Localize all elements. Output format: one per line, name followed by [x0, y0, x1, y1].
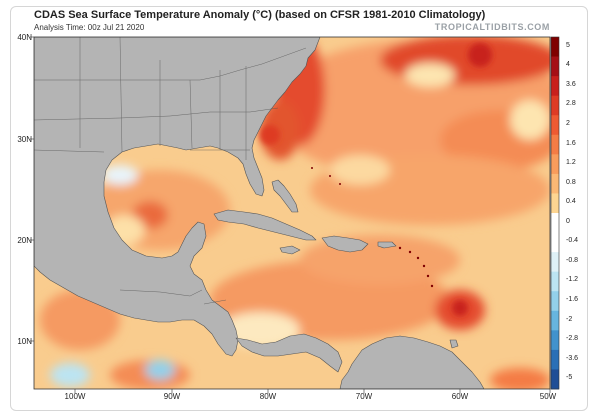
political-borders: [34, 37, 307, 305]
map-border: [33, 36, 551, 390]
bahamas-island: [271, 179, 299, 213]
lon-label-50w: 50W: [539, 392, 557, 401]
brand-watermark: TROPICALTIDBITS.COM: [434, 22, 550, 32]
colorbar-segment: [551, 154, 559, 175]
colorbar: [551, 37, 559, 390]
analysis-time: Analysis Time: 00z Jul 21 2020: [34, 23, 145, 32]
colorbar-label: -2: [566, 315, 573, 323]
colorbar-label: 4: [566, 61, 570, 69]
lon-label-60w: 60W: [451, 392, 469, 401]
colorbar-label: -0.8: [566, 256, 579, 264]
colorbar-label: -3.6: [566, 354, 579, 362]
puerto-rico-island: [377, 241, 397, 249]
warm-anomaly-spot: [468, 43, 492, 67]
colorbar-label: 1.6: [566, 139, 576, 147]
warm-anomaly-spot: [452, 300, 468, 316]
colorbar-border: [550, 36, 560, 390]
jamaica-island: [279, 245, 301, 255]
panama-landmass: [235, 333, 343, 373]
lat-label-40n: 40N: [17, 33, 32, 42]
colorbar-segment: [551, 330, 559, 351]
small-islands: [311, 167, 434, 288]
colorbar-segment: [551, 271, 559, 292]
colorbar-label: 2: [566, 120, 570, 127]
colorbar-label: 3.6: [566, 80, 576, 88]
colorbar-segment: [551, 95, 559, 116]
axis-ticks: [30, 36, 551, 393]
colorbar-segment: [551, 134, 559, 155]
colorbar-label: -1.6: [566, 296, 579, 303]
colorbar-label: -1.2: [566, 276, 579, 284]
colorbar-segment: [551, 115, 559, 136]
colorbar-label: 5: [566, 41, 570, 49]
colorbar-label: 1.2: [566, 159, 576, 167]
colorbar-segment: [551, 310, 559, 331]
warm-anomaly-spot: [260, 125, 280, 145]
colorbar-segment: [551, 291, 559, 312]
colorbar-segment: [551, 232, 559, 253]
colorbar-segment: [551, 349, 559, 370]
colorbar-segment: [551, 252, 559, 273]
landmasses: [34, 37, 485, 389]
colorbar-label: -2.8: [566, 335, 579, 343]
colorbar-segment: [551, 369, 559, 390]
colorbar-label: -5: [566, 374, 573, 382]
north-america-landmass: [34, 37, 321, 357]
hispaniola-island: [321, 235, 369, 253]
colorbar-segment: [551, 56, 559, 77]
colorbar-segment: [551, 76, 559, 97]
colorbar-label: -0.4: [566, 237, 579, 245]
colorbar-label: 0.4: [566, 198, 576, 206]
lon-label-80w: 80W: [259, 392, 277, 401]
cuba-island: [213, 209, 317, 241]
lon-label-90w: 90W: [163, 392, 181, 401]
lon-label-100w: 100W: [64, 392, 86, 401]
colorbar-segment: [551, 173, 559, 194]
colorbar-segment: [551, 37, 559, 57]
colorbar-segment: [551, 193, 559, 214]
colorbar-label: 2.8: [566, 100, 576, 108]
lat-label-30n: 30N: [17, 135, 32, 144]
colorbar-segment: [551, 213, 559, 233]
lat-label-20n: 20N: [17, 236, 32, 245]
colorbar-label: 0.8: [566, 178, 576, 186]
trinidad-island: [449, 339, 459, 349]
lon-label-70w: 70W: [355, 392, 373, 401]
colorbar-label: 0: [566, 217, 570, 225]
south-america-landmass: [339, 335, 485, 389]
lat-label-10n: 10N: [17, 337, 32, 346]
map-title: CDAS Sea Surface Temperature Anomaly (°C…: [34, 9, 486, 21]
